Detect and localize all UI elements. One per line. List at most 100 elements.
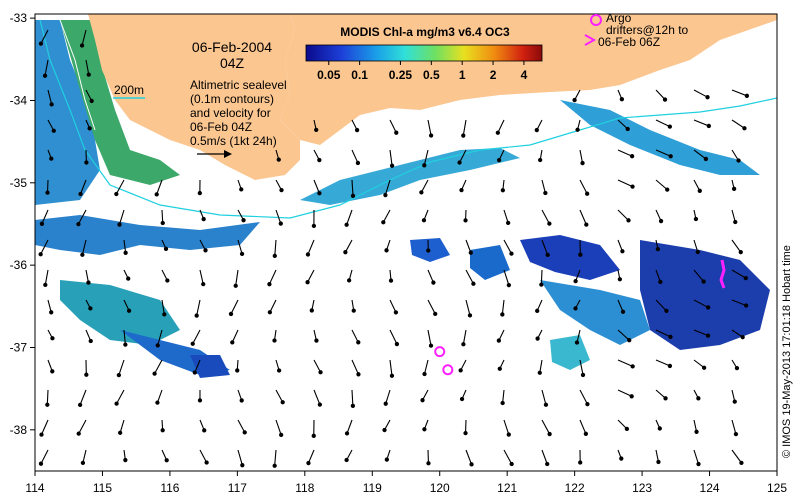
velocity-arrow-head [76, 431, 81, 436]
velocity-arrow-head [740, 335, 745, 340]
argo-legend-line3: 06-Feb 06Z [598, 35, 660, 49]
velocity-vectors [38, 29, 750, 468]
x-tick-label: 124 [700, 481, 720, 495]
velocity-arrow [427, 119, 432, 136]
map-plot-area [35, 14, 777, 468]
velocity-arrow-head [543, 190, 548, 196]
velocity-arrow [579, 359, 584, 376]
velocity-arrow [465, 269, 474, 284]
velocity-arrow [275, 209, 282, 224]
velocity-arrow [693, 449, 700, 465]
velocity-arrow-head [318, 370, 323, 375]
velocity-arrow-head [84, 372, 89, 377]
velocity-arrow [235, 269, 239, 286]
velocity-arrow-head [76, 221, 81, 227]
velocity-arrow-head [306, 460, 311, 466]
velocity-arrow [655, 119, 671, 128]
x-tick-label: 114 [25, 481, 44, 495]
argo-legend-line1: Argo [606, 11, 632, 25]
velocity-arrow-head [655, 246, 661, 252]
velocity-arrow-head [469, 462, 474, 467]
velocity-arrow [459, 149, 467, 163]
colorbar-tick-label: 0.25 [389, 68, 413, 82]
velocity-arrow-head [279, 187, 284, 193]
velocity-arrow-head [192, 370, 197, 375]
velocity-arrow-head [458, 368, 463, 373]
x-tick-label: 120 [430, 481, 450, 495]
velocity-arrow-head [744, 303, 749, 308]
velocity-arrow [351, 359, 359, 375]
velocity-arrow-head [457, 160, 462, 165]
velocity-arrow [731, 449, 742, 464]
velocity-arrow [44, 269, 49, 285]
velocity-arrow [154, 359, 163, 374]
velocity-arrow-head [705, 333, 711, 338]
description-line: Altimetric sealevel [190, 78, 287, 92]
velocity-arrow-head [343, 250, 348, 255]
velocity-arrow-head [383, 192, 388, 198]
velocity-arrow-head [394, 341, 400, 347]
velocity-arrow-head [317, 191, 322, 196]
velocity-arrow-head [743, 275, 748, 281]
velocity-arrow-head [584, 191, 590, 196]
argo-legend-chevron [584, 34, 597, 46]
velocity-arrow-head [305, 252, 311, 257]
credit-text: © IMOS 19-May-2013 17:01:18 Hobart time [781, 245, 793, 458]
velocity-arrow-head [87, 126, 92, 131]
velocity-arrow [420, 179, 429, 193]
velocity-arrow [617, 389, 632, 397]
velocity-arrow [427, 269, 434, 283]
velocity-arrow-head [126, 276, 131, 281]
velocity-arrow-head [422, 427, 427, 432]
velocity-arrow-head [239, 187, 244, 192]
velocity-arrow-head [732, 399, 737, 404]
velocity-arrow-head [505, 220, 511, 225]
velocity-arrow-head [116, 372, 122, 378]
velocity-arrow [503, 239, 512, 254]
velocity-arrow-head [190, 341, 195, 346]
x-axis: 114 115 116 117 118 119 120 121 122 123 124 125 [25, 471, 787, 495]
velocity-arrow [119, 419, 125, 433]
velocity-arrow-head [421, 218, 427, 223]
velocity-arrow-head [667, 363, 673, 369]
velocity-arrow [655, 89, 666, 100]
velocity-arrow-head [744, 93, 750, 98]
plot-frame [34, 13, 778, 472]
velocity-arrow-head [160, 428, 165, 433]
velocity-arrow [389, 119, 397, 133]
velocity-arrow [269, 299, 277, 313]
velocity-arrow-head [463, 430, 468, 436]
velocity-arrow-head [580, 372, 586, 378]
description-line: 06-Feb 04Z [190, 120, 252, 134]
colorbar-gradient [305, 44, 543, 62]
velocity-arrow [731, 419, 737, 435]
velocity-arrow-head [382, 427, 387, 433]
velocity-arrow-head [356, 340, 361, 345]
velocity-arrow-head [163, 246, 169, 251]
velocity-arrow [423, 359, 429, 375]
y-tick-label: -34 [10, 93, 28, 107]
velocity-arrow-head [738, 250, 743, 255]
colorbar-title: MODIS Chl-a mg/m3 v6.4 OC3 [340, 25, 510, 39]
velocity-arrow [655, 329, 671, 338]
velocity-arrow-head [314, 338, 319, 343]
velocity-arrow-head [49, 156, 54, 161]
velocity-arrow-head [733, 219, 738, 225]
velocity-arrow-head [584, 222, 589, 227]
velocity-arrow-head [50, 336, 55, 341]
velocity-arrow [237, 239, 243, 255]
velocity-arrow-head [575, 127, 580, 132]
velocity-arrow-head [45, 190, 50, 195]
velocity-arrow-head [38, 41, 44, 46]
velocity-arrow-head [535, 336, 540, 341]
velocity-arrow [389, 329, 398, 345]
velocity-arrow [385, 389, 391, 404]
velocity-arrow-head [126, 308, 132, 313]
velocity-arrow-head [574, 340, 580, 345]
colorbar-tick-label: 0.1 [351, 68, 368, 82]
velocity-arrow [617, 329, 630, 341]
velocity-arrow-head [664, 308, 669, 314]
velocity-arrow-head [620, 249, 625, 254]
colorbar-tick-label: 0.05 [317, 68, 341, 82]
